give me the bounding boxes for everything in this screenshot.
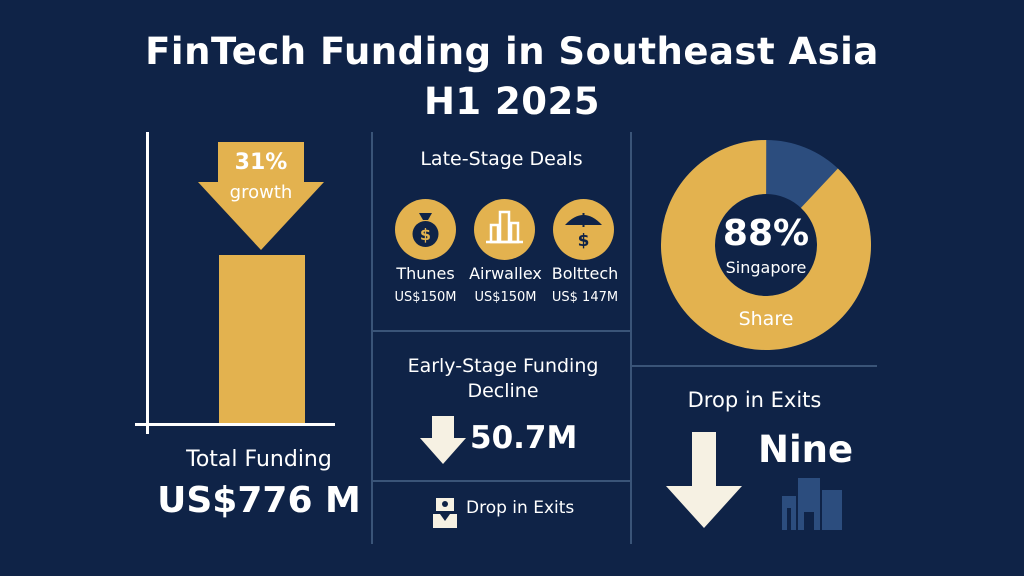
divider-right bbox=[630, 132, 632, 544]
building-icon bbox=[782, 478, 842, 530]
divider-left bbox=[371, 132, 373, 544]
page-title-line1: FinTech Funding in Southeast Asia bbox=[145, 30, 879, 73]
growth-arrow-icon bbox=[198, 142, 324, 250]
early-stage-heading-line1: Early-Stage Funding bbox=[407, 355, 599, 377]
total-funding-amount: US$776 M bbox=[157, 480, 361, 521]
exits-small-label: Drop in Exits bbox=[466, 498, 575, 518]
share-label: Share bbox=[738, 308, 794, 330]
svg-text:$: $ bbox=[578, 231, 590, 251]
deal-amount: US$150M bbox=[394, 290, 457, 305]
growth-value: 31% bbox=[234, 150, 288, 175]
total-funding-label: Total Funding bbox=[186, 447, 332, 472]
deal-amount: US$ 147M bbox=[551, 290, 619, 305]
divider-mid-top bbox=[372, 330, 630, 332]
money-bag-icon: $ bbox=[412, 213, 439, 247]
singapore-share-donut bbox=[661, 140, 871, 350]
chart-y-axis bbox=[146, 132, 149, 434]
deal-name: Thunes bbox=[396, 264, 455, 283]
buildings-icon bbox=[486, 210, 523, 244]
early-stage-heading-line2: Decline bbox=[467, 380, 539, 402]
share-country: Singapore bbox=[725, 258, 807, 277]
deal-icon-circle: $ bbox=[395, 199, 456, 260]
umbrella-dollar-icon: $ bbox=[565, 213, 602, 251]
page-title-line2: H1 2025 bbox=[423, 80, 601, 123]
divider-mid-bottom bbox=[372, 480, 630, 482]
deal-amount: US$150M bbox=[474, 290, 537, 305]
exit-icon bbox=[433, 498, 457, 528]
arrow-down-icon bbox=[666, 432, 742, 528]
divider-right-mid bbox=[632, 365, 877, 367]
deal-name: Bolttech bbox=[551, 264, 619, 283]
total-funding-bar bbox=[219, 255, 305, 423]
deal-icon-circle: $ bbox=[553, 199, 614, 260]
deal-icon-circle bbox=[474, 199, 535, 260]
exits-heading: Drop in Exits bbox=[687, 388, 822, 412]
growth-label: growth bbox=[229, 182, 293, 203]
share-percent: 88% bbox=[722, 213, 810, 254]
svg-text:$: $ bbox=[420, 225, 431, 244]
chart-x-axis bbox=[135, 423, 335, 426]
arrow-down-icon bbox=[420, 416, 466, 464]
deal-name: Airwallex bbox=[469, 264, 542, 283]
late-stage-heading: Late-Stage Deals bbox=[420, 148, 583, 170]
exits-value: Nine bbox=[758, 428, 854, 471]
total-funding-panel: 31% growth Total Funding US$776 M bbox=[0, 0, 371, 576]
early-stage-value: 50.7M bbox=[470, 420, 578, 456]
